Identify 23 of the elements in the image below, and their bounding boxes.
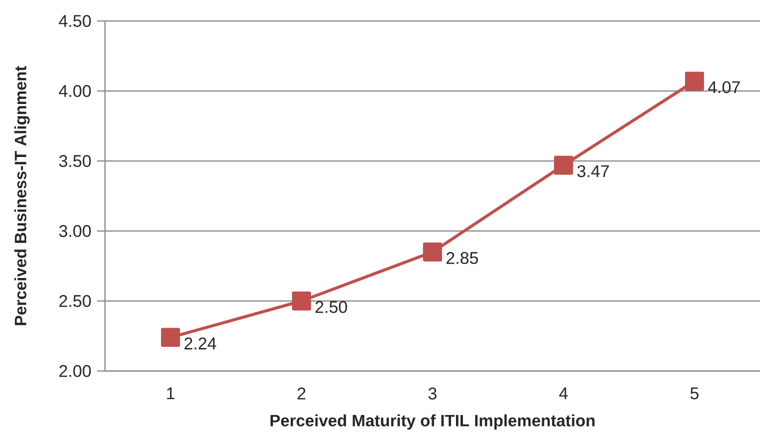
x-tick-label: 4 <box>559 388 568 400</box>
x-tick-label: 5 <box>690 388 698 400</box>
point <box>554 156 574 175</box>
point <box>161 328 180 347</box>
y-tick-label: 3.50 <box>59 155 91 167</box>
data-label: 3.47 <box>577 165 609 178</box>
y-tick-label: 2.00 <box>59 365 91 377</box>
y-tick-label: 3.00 <box>59 225 91 237</box>
data-label: 2.50 <box>316 301 348 313</box>
x-tick-label: 2 <box>298 388 306 400</box>
x-axis-title: Perceived Maturity of ITIL Implementation <box>270 414 595 430</box>
data-label: 2.85 <box>446 252 478 264</box>
x-tick-label: 1 <box>167 388 174 400</box>
point <box>423 242 442 262</box>
point <box>685 72 704 91</box>
y-axis-title: Perceived Business-IT Alignment <box>14 66 30 326</box>
y-tick-label: 4.50 <box>58 15 91 27</box>
data-label: 2.24 <box>184 337 216 350</box>
x-tick-label: 3 <box>428 388 436 400</box>
y-tick-label: 4.00 <box>58 85 91 97</box>
y-tick-label: 2.50 <box>59 295 91 307</box>
point <box>292 292 312 310</box>
data-label: 4.07 <box>708 81 740 94</box>
